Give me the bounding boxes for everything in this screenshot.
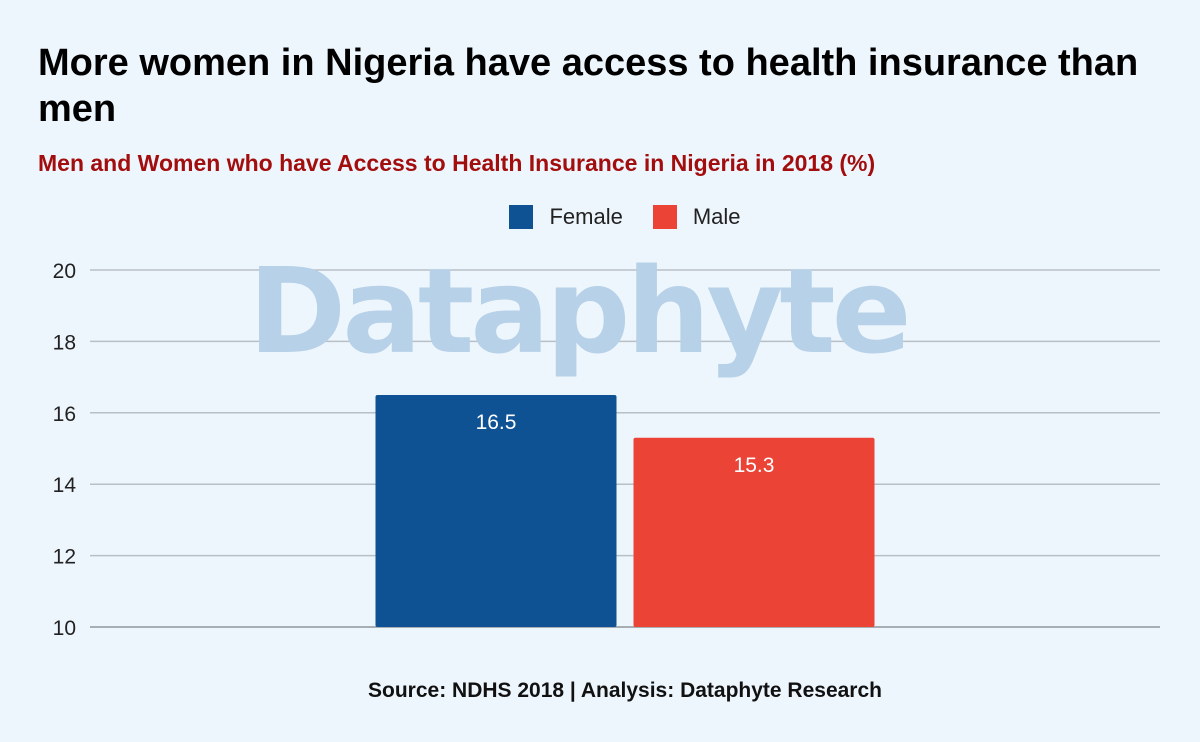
y-tick-label: 12: [53, 546, 76, 569]
bar-female: [375, 394, 617, 627]
legend-swatch-female: [509, 205, 534, 229]
y-tick-label: 18: [53, 331, 76, 354]
y-tick-label: 16: [53, 403, 76, 426]
gridlines: [90, 269, 1160, 628]
bars: [375, 394, 875, 627]
legend-label-male: Male: [692, 204, 741, 229]
data-label-female: 16.5: [476, 411, 517, 434]
data-labels: 16.5 15.3: [476, 411, 775, 477]
legend-item-male: Male: [652, 204, 741, 230]
source-note: Source: NDHS 2018 | Analysis: Dataphyte …: [368, 679, 882, 702]
bar-male: [633, 437, 875, 627]
y-tick-label: 10: [53, 617, 76, 640]
data-label-male: 15.3: [734, 454, 775, 477]
y-tick-label: 20: [53, 260, 76, 283]
legend-swatch-male: [652, 205, 677, 229]
watermark-logo: Dataphyte: [248, 242, 907, 380]
legend: Female Male: [0, 204, 1200, 230]
legend-item-female: Female: [509, 204, 623, 230]
legend-label-female: Female: [549, 204, 623, 229]
y-axis-tick-labels: 10 12 14 16 18 20: [53, 260, 77, 640]
chart-title: More women in Nigeria have access to hea…: [38, 42, 1139, 130]
y-tick-label: 14: [53, 474, 77, 497]
chart-subtitle: Men and Women who have Access to Health …: [38, 150, 876, 176]
